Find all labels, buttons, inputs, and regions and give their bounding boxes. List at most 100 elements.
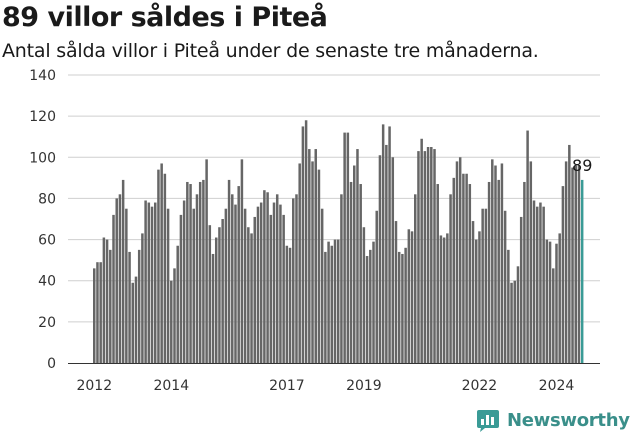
logo-text: Newsworthy bbox=[507, 409, 630, 431]
bar bbox=[458, 157, 462, 363]
bar bbox=[150, 206, 154, 363]
y-axis-tick-labels: 0 20 40 60 80 100 120 140 bbox=[29, 68, 56, 372]
bar bbox=[420, 138, 423, 363]
bar bbox=[330, 245, 334, 363]
bar bbox=[137, 249, 141, 363]
bar bbox=[516, 266, 520, 363]
bar bbox=[558, 233, 561, 363]
bar bbox=[275, 194, 279, 363]
bar bbox=[385, 144, 388, 363]
bar bbox=[272, 202, 276, 363]
bar bbox=[256, 206, 260, 363]
bar bbox=[160, 163, 163, 363]
bar bbox=[128, 251, 131, 363]
bar bbox=[468, 184, 472, 363]
bar bbox=[170, 280, 173, 363]
bar bbox=[99, 262, 102, 363]
bar bbox=[349, 181, 353, 363]
bar bbox=[535, 206, 539, 363]
latest-value-label: 89 bbox=[572, 156, 592, 175]
bar bbox=[497, 179, 500, 363]
bar bbox=[362, 227, 366, 363]
bar bbox=[189, 184, 192, 363]
bar bbox=[311, 161, 314, 363]
x-tick-label: 2024 bbox=[539, 378, 575, 394]
bar bbox=[240, 159, 244, 363]
y-tick-label: 0 bbox=[47, 356, 56, 372]
bar bbox=[153, 202, 157, 363]
bar bbox=[211, 253, 215, 363]
bar bbox=[417, 151, 420, 363]
bar bbox=[105, 239, 109, 363]
bar bbox=[179, 214, 183, 363]
bar bbox=[462, 173, 465, 363]
bar bbox=[365, 256, 369, 363]
bar bbox=[247, 227, 250, 363]
bar bbox=[176, 245, 179, 363]
bar bbox=[526, 130, 529, 363]
bar bbox=[118, 194, 122, 363]
bar bbox=[227, 179, 231, 363]
bar bbox=[568, 144, 571, 363]
bar bbox=[439, 235, 443, 363]
bar bbox=[102, 237, 106, 363]
bar bbox=[141, 233, 144, 363]
bar bbox=[430, 147, 433, 363]
bar bbox=[500, 163, 504, 363]
bar bbox=[359, 184, 362, 363]
bar bbox=[404, 247, 407, 363]
bar bbox=[414, 194, 417, 363]
bar bbox=[186, 181, 189, 363]
bar bbox=[282, 214, 285, 363]
bar bbox=[542, 206, 545, 363]
bar bbox=[125, 208, 128, 363]
bar bbox=[474, 239, 478, 363]
bar bbox=[391, 157, 395, 363]
bar bbox=[561, 186, 565, 363]
bar bbox=[237, 186, 240, 363]
bar bbox=[144, 200, 147, 363]
bars bbox=[93, 120, 584, 364]
bar bbox=[109, 249, 112, 363]
bar bbox=[523, 181, 526, 363]
bar bbox=[147, 202, 151, 363]
bar bbox=[446, 233, 449, 363]
bar bbox=[507, 249, 510, 363]
bar bbox=[253, 216, 256, 363]
chart-title: 89 villor såldes i Piteå bbox=[2, 2, 328, 33]
bar bbox=[250, 233, 253, 363]
bar bbox=[529, 161, 533, 363]
bar bbox=[449, 194, 452, 363]
y-tick-label: 100 bbox=[29, 150, 56, 166]
bar bbox=[513, 280, 517, 363]
bar bbox=[423, 151, 427, 363]
bar bbox=[442, 237, 446, 363]
bar bbox=[494, 165, 497, 363]
bar bbox=[295, 194, 298, 363]
chart-bars-icon bbox=[477, 410, 499, 432]
bar bbox=[333, 239, 337, 363]
y-tick-label: 140 bbox=[29, 68, 56, 84]
bar bbox=[214, 237, 218, 363]
bar bbox=[182, 200, 186, 363]
bar bbox=[555, 243, 558, 363]
x-tick-label: 2019 bbox=[346, 378, 382, 394]
bar bbox=[378, 155, 382, 363]
bar bbox=[545, 239, 549, 363]
x-tick-label: 2017 bbox=[269, 378, 305, 394]
bar bbox=[131, 282, 135, 363]
bar bbox=[519, 216, 523, 363]
bar bbox=[195, 194, 199, 363]
bar bbox=[157, 169, 160, 363]
bar bbox=[269, 214, 273, 363]
bar bbox=[481, 208, 484, 363]
y-tick-label: 60 bbox=[38, 233, 56, 249]
bar bbox=[327, 241, 330, 363]
bar bbox=[234, 204, 237, 363]
bar bbox=[298, 163, 301, 363]
bar bbox=[336, 239, 340, 363]
bar bbox=[243, 208, 247, 363]
bar bbox=[208, 225, 212, 363]
bar bbox=[320, 208, 324, 363]
